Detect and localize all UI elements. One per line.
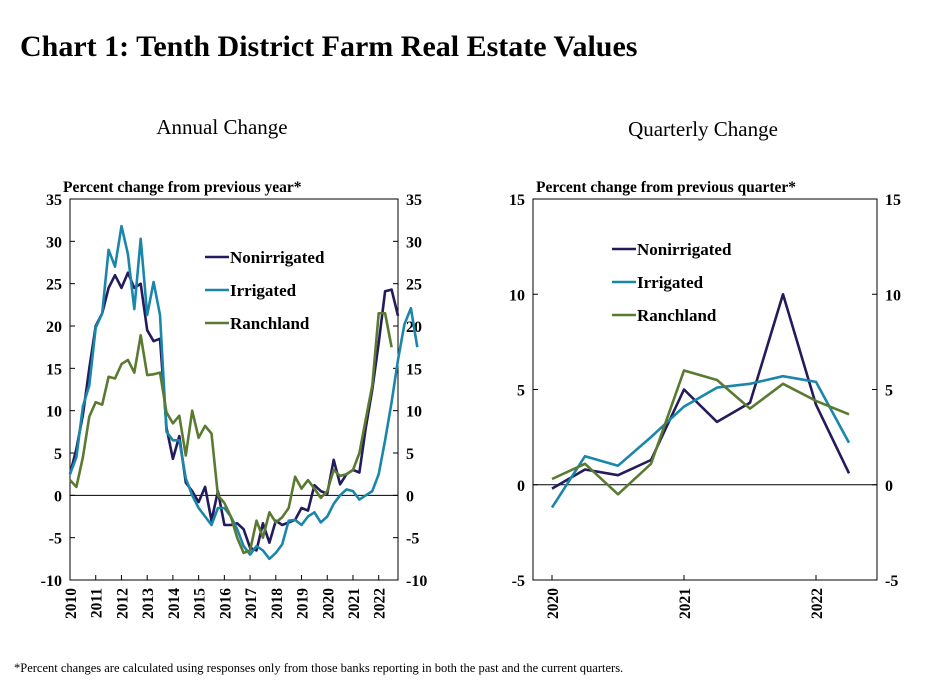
series-line-nonirrigated xyxy=(551,292,851,490)
y-tick-label-left: 15 xyxy=(509,192,525,209)
series-line-irrigated xyxy=(68,224,419,561)
series-line-ranchland xyxy=(69,311,393,555)
y-tick-label-left: 10 xyxy=(509,287,525,304)
y-tick-label-left: 30 xyxy=(46,234,62,251)
y-tick-label-left: 0 xyxy=(517,478,525,495)
legend-label-ranchland: Ranchland xyxy=(637,306,717,325)
y-tick-label-right: 35 xyxy=(406,192,422,209)
annual-axis-label: Percent change from previous year* xyxy=(63,179,302,196)
y-tick-label-left: 0 xyxy=(54,488,62,505)
y-tick-label-left: 25 xyxy=(46,277,62,294)
y-tick-label-right: 0 xyxy=(406,488,414,505)
x-tick-label: 2021 xyxy=(677,588,694,619)
y-tick-label-right: -5 xyxy=(885,573,898,590)
y-tick-label-left: 5 xyxy=(517,383,525,400)
legend-label-nonirrigated: Nonirrigated xyxy=(230,248,325,267)
annual-series-lines xyxy=(68,224,419,561)
x-tick-label: 2022 xyxy=(809,588,826,619)
annual-legend: Nonirrigated Irrigated Ranchland xyxy=(205,248,325,333)
x-tick-label: 2020 xyxy=(320,588,337,619)
x-tick-label: 2010 xyxy=(63,588,80,619)
y-tick-label-right: 30 xyxy=(406,234,422,251)
x-tick-label: 2021 xyxy=(346,588,363,619)
y-tick-label-right: 5 xyxy=(885,383,893,400)
x-tick-label: 2015 xyxy=(192,588,209,619)
annual-axes: -10 -10 -5 -5 0 0 5 5 10 10 15 15 20 20 25 25 30 30 35 35 20… xyxy=(41,192,428,619)
y-tick-label-right: 10 xyxy=(885,287,901,304)
legend-label-irrigated: Irrigated xyxy=(230,281,297,300)
y-tick-label-left: -5 xyxy=(49,531,62,548)
x-tick-label: 2011 xyxy=(89,588,106,618)
quarterly-subtitle: Quarterly Change xyxy=(628,117,778,141)
x-tick-label: 2017 xyxy=(243,588,260,619)
y-tick-label-right: 25 xyxy=(406,277,422,294)
y-tick-label-right: 15 xyxy=(406,361,422,378)
quarterly-axis-label: Percent change from previous quarter* xyxy=(536,179,796,196)
x-tick-label: 2019 xyxy=(295,588,312,619)
y-tick-label-right: 0 xyxy=(885,478,893,495)
y-tick-label-left: -10 xyxy=(41,573,62,590)
quarterly-axes: -5 -5 0 0 5 5 10 10 15 15 2020 2021 2022 xyxy=(509,192,901,619)
y-tick-label-left: 15 xyxy=(46,361,62,378)
quarterly-legend: Nonirrigated Irrigated Ranchland xyxy=(612,240,732,325)
x-tick-label: 2020 xyxy=(545,588,562,619)
x-tick-label: 2012 xyxy=(114,588,131,619)
chart-title: Chart 1: Tenth District Farm Real Estate… xyxy=(20,30,638,63)
annual-change-chart: Annual Change Percent change from previo… xyxy=(41,115,428,619)
x-tick-label: 2018 xyxy=(269,588,286,619)
y-tick-label-right: -5 xyxy=(406,531,419,548)
legend-label-ranchland: Ranchland xyxy=(230,314,310,333)
legend-label-irrigated: Irrigated xyxy=(637,273,704,292)
y-tick-label-left: 35 xyxy=(46,192,62,209)
y-tick-label-left: -5 xyxy=(512,573,525,590)
legend-label-nonirrigated: Nonirrigated xyxy=(637,240,732,259)
y-tick-label-right: 10 xyxy=(406,404,422,421)
series-line-irrigated xyxy=(550,374,851,509)
x-tick-label: 2016 xyxy=(217,588,234,619)
x-tick-label: 2022 xyxy=(372,588,389,619)
x-tick-label: 2013 xyxy=(140,588,157,619)
annual-subtitle: Annual Change xyxy=(156,115,287,139)
quarterly-change-chart: Quarterly Change Percent change from pre… xyxy=(509,117,901,619)
plot-frame xyxy=(69,198,399,581)
y-tick-label-right: 15 xyxy=(885,192,901,209)
x-tick-label: 2014 xyxy=(166,588,183,619)
y-tick-label-right: 5 xyxy=(406,446,414,463)
series-line-ranchland xyxy=(551,369,850,496)
y-tick-label-right: -10 xyxy=(406,573,427,590)
footnote: *Percent changes are calculated using re… xyxy=(14,661,624,675)
y-tick-label-left: 10 xyxy=(46,404,62,421)
y-tick-label-left: 20 xyxy=(46,319,62,336)
quarterly-series-lines xyxy=(550,292,851,509)
y-tick-label-left: 5 xyxy=(54,446,62,463)
